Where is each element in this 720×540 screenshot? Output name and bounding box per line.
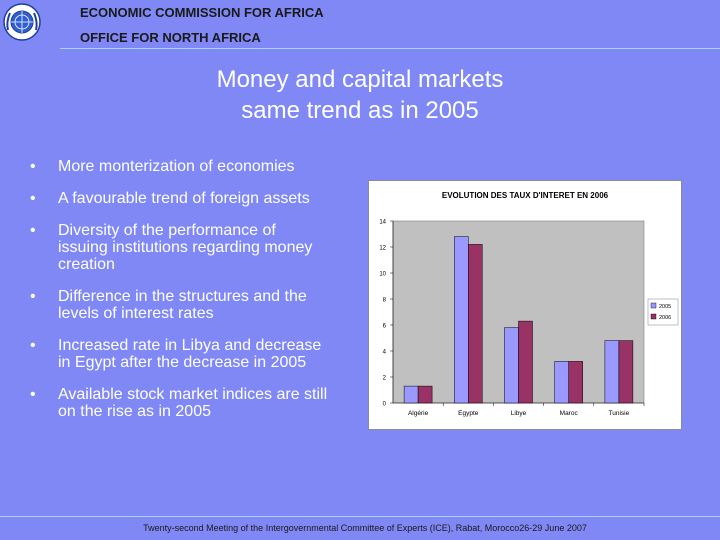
y-tick-label: 6	[383, 324, 387, 330]
x-tick-label: Maroc	[560, 410, 579, 417]
legend-swatch-2005	[650, 302, 657, 309]
bar-2006-0	[417, 385, 433, 404]
legend-label-2006: 2006	[659, 315, 671, 321]
bar-2006-2	[518, 320, 533, 404]
bullet-text: Available stock market indices are still…	[58, 386, 328, 420]
x-tick-label: Algérie	[408, 410, 429, 417]
org-name: ECONOMIC COMMISSION FOR AFRICA	[80, 5, 324, 20]
y-tick-label: 2	[383, 376, 387, 382]
legend-swatch-2006	[650, 313, 657, 320]
x-tick-label: Egypte	[458, 410, 479, 417]
bullet-text: Diversity of the performance of issuing …	[58, 222, 313, 273]
legend-label-2005: 2005	[659, 304, 671, 310]
y-tick-label: 8	[383, 298, 387, 304]
bar-2005-2	[504, 327, 519, 404]
slide-title: Money and capital markets same trend as …	[60, 64, 660, 126]
bullet-dot: •	[30, 288, 36, 305]
bullet-dot: •	[30, 190, 36, 207]
footer-divider	[0, 516, 720, 517]
x-tick-label: Libye	[511, 410, 527, 417]
bullet-text: A favourable trend of foreign assets	[58, 190, 310, 207]
y-tick-label: 0	[383, 402, 387, 408]
un-emblem-icon	[3, 3, 41, 41]
bullet-text: Increased rate in Libya and decrease in …	[58, 337, 322, 371]
chart-title: EVOLUTION DES TAUX D'INTERET EN 2006	[442, 191, 609, 200]
bar-2005-1	[454, 236, 469, 404]
y-tick-label: 4	[383, 350, 387, 356]
header-divider	[60, 48, 720, 49]
bar-2006-4	[618, 340, 634, 404]
footer-text: Twenty-second Meeting of the Intergovern…	[143, 523, 587, 533]
bullet-item: • More monterization of economies	[30, 158, 330, 175]
bullet-dot: •	[30, 222, 36, 239]
chart-svg: EVOLUTION DES TAUX D'INTERET EN 2006 0 2 4 6…	[379, 191, 679, 417]
bar-2006-3	[568, 361, 583, 404]
bullet-dot: •	[30, 337, 36, 354]
bullet-item: • Difference in the structures and the le…	[30, 288, 330, 322]
bar-2005-0	[403, 385, 419, 404]
bullet-list: • More monterization of economies • A favo…	[30, 158, 330, 435]
x-tick-label: Tunisie	[609, 410, 630, 417]
bullet-text: Difference in the structures and the lev…	[58, 288, 307, 322]
y-tick-label: 12	[379, 246, 386, 252]
y-tick-label: 14	[379, 220, 386, 226]
bullet-item: • Available stock market indices are stil…	[30, 386, 330, 420]
bar-2005-3	[554, 361, 569, 404]
bullet-item: • Diversity of the performance of issuing…	[30, 222, 330, 273]
bullet-text: More monterization of economies	[58, 158, 295, 175]
office-name: OFFICE FOR NORTH AFRICA	[80, 30, 261, 45]
bar-2005-4	[604, 340, 620, 404]
interest-rate-chart: EVOLUTION DES TAUX D'INTERET EN 2006 0 2 4 6…	[368, 180, 682, 430]
slide-title-line2: same trend as in 2005	[241, 97, 479, 124]
bullet-dot: •	[30, 386, 36, 403]
y-tick-label: 10	[379, 272, 386, 278]
bullet-item: • Increased rate in Libya and decrease in…	[30, 337, 330, 371]
bullet-item: • A favourable trend of foreign assets	[30, 190, 330, 207]
bar-2006-1	[468, 244, 483, 404]
bullet-dot: •	[30, 158, 36, 175]
slide-title-line1: Money and capital markets	[216, 66, 504, 93]
